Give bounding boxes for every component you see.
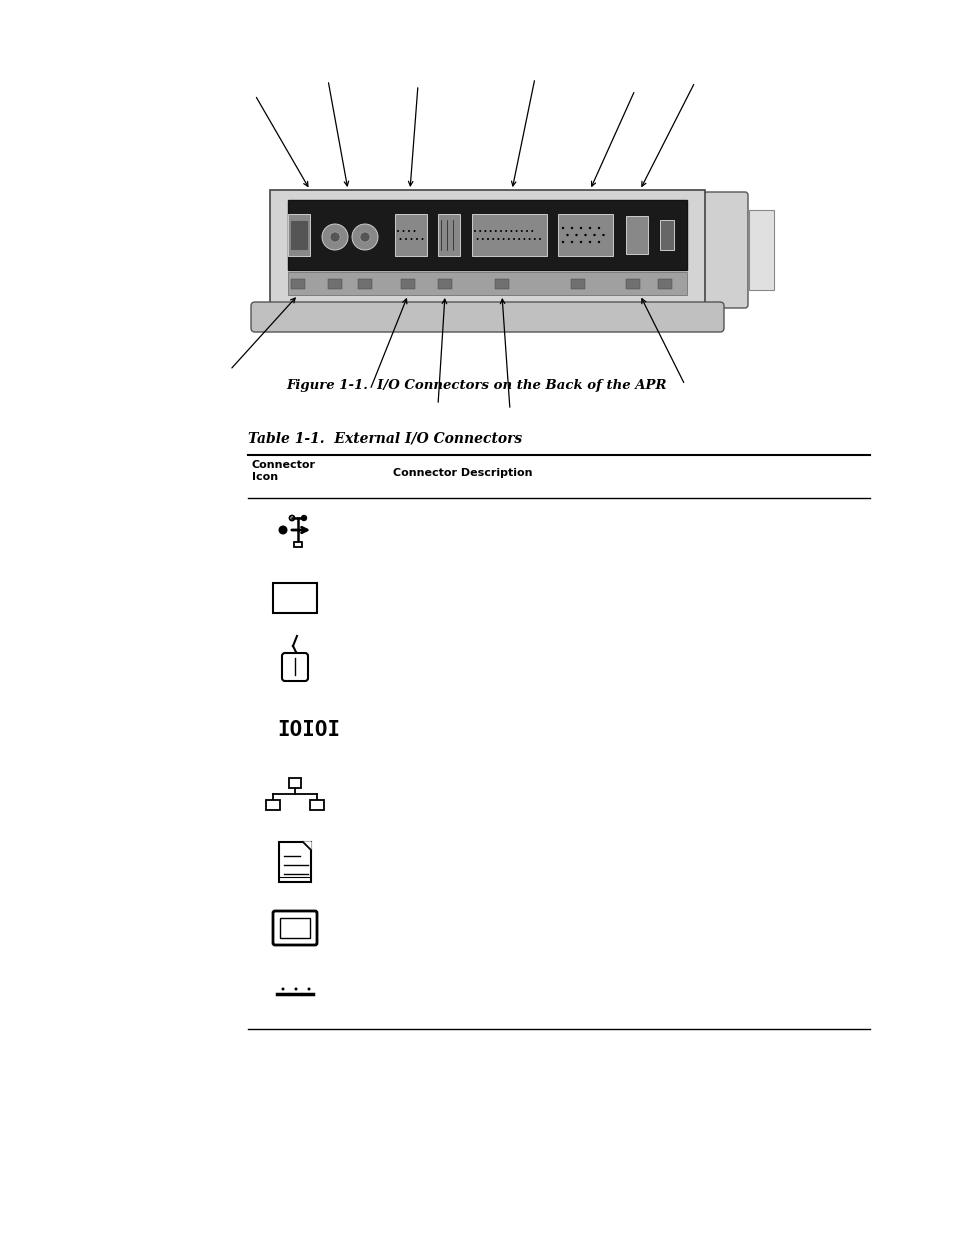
- Bar: [558, 214, 613, 257]
- Circle shape: [538, 238, 540, 240]
- Circle shape: [520, 230, 522, 232]
- Circle shape: [478, 230, 480, 232]
- Circle shape: [396, 230, 398, 232]
- Circle shape: [531, 230, 533, 232]
- Bar: [288, 200, 686, 270]
- Circle shape: [481, 238, 483, 240]
- Circle shape: [405, 238, 407, 240]
- Circle shape: [510, 230, 512, 232]
- Bar: [625, 216, 647, 254]
- Circle shape: [579, 227, 581, 230]
- Bar: [625, 279, 639, 289]
- Circle shape: [588, 241, 591, 243]
- Circle shape: [330, 232, 339, 242]
- Bar: [273, 583, 316, 613]
- Circle shape: [583, 233, 586, 236]
- Bar: [291, 279, 305, 289]
- Bar: [472, 214, 546, 257]
- Bar: [437, 214, 459, 257]
- Circle shape: [484, 230, 486, 232]
- Bar: [288, 214, 310, 257]
- Circle shape: [601, 233, 604, 236]
- Text: Table 1-1.  External I/O Connectors: Table 1-1. External I/O Connectors: [248, 431, 521, 445]
- Circle shape: [359, 232, 370, 242]
- FancyBboxPatch shape: [282, 653, 308, 680]
- Bar: [266, 800, 280, 810]
- Bar: [495, 279, 509, 289]
- Circle shape: [408, 230, 410, 232]
- Circle shape: [322, 224, 348, 249]
- Circle shape: [507, 238, 509, 240]
- Circle shape: [416, 238, 417, 240]
- Circle shape: [499, 230, 501, 232]
- Circle shape: [476, 238, 478, 240]
- Circle shape: [561, 227, 563, 230]
- Circle shape: [289, 515, 294, 520]
- Circle shape: [421, 238, 423, 240]
- Circle shape: [278, 526, 287, 535]
- Bar: [288, 272, 686, 295]
- Bar: [294, 542, 302, 547]
- Circle shape: [497, 238, 498, 240]
- Circle shape: [495, 230, 497, 232]
- Circle shape: [561, 241, 563, 243]
- FancyBboxPatch shape: [273, 911, 316, 945]
- Circle shape: [489, 230, 491, 232]
- Circle shape: [294, 988, 297, 990]
- Circle shape: [307, 988, 310, 990]
- Circle shape: [413, 230, 416, 232]
- Circle shape: [570, 227, 573, 230]
- Bar: [748, 210, 773, 290]
- Bar: [437, 279, 452, 289]
- Circle shape: [352, 224, 377, 249]
- Text: Connector Description: Connector Description: [393, 468, 532, 478]
- Circle shape: [399, 238, 401, 240]
- Bar: [571, 279, 584, 289]
- Circle shape: [517, 238, 519, 240]
- Circle shape: [505, 230, 507, 232]
- Bar: [310, 800, 324, 810]
- Circle shape: [492, 238, 494, 240]
- Text: Connector
Icon: Connector Icon: [252, 459, 315, 483]
- Circle shape: [525, 230, 527, 232]
- Circle shape: [528, 238, 530, 240]
- Circle shape: [513, 238, 515, 240]
- Bar: [289, 778, 301, 788]
- Bar: [658, 279, 671, 289]
- Circle shape: [570, 241, 573, 243]
- Circle shape: [566, 233, 568, 236]
- Bar: [280, 918, 310, 939]
- Circle shape: [502, 238, 504, 240]
- Circle shape: [474, 230, 476, 232]
- Circle shape: [402, 230, 404, 232]
- Bar: [400, 279, 415, 289]
- Bar: [357, 279, 372, 289]
- Circle shape: [579, 241, 581, 243]
- Circle shape: [410, 238, 412, 240]
- Circle shape: [598, 227, 599, 230]
- Polygon shape: [270, 190, 704, 310]
- Circle shape: [534, 238, 536, 240]
- Circle shape: [575, 233, 578, 236]
- Circle shape: [593, 233, 595, 236]
- FancyBboxPatch shape: [251, 303, 723, 332]
- Bar: [395, 214, 427, 257]
- Text: IOIOI: IOIOI: [276, 720, 340, 740]
- Circle shape: [523, 238, 525, 240]
- Bar: [290, 220, 308, 251]
- Circle shape: [301, 515, 306, 520]
- Bar: [278, 842, 311, 882]
- Circle shape: [281, 988, 284, 990]
- Circle shape: [486, 238, 489, 240]
- Circle shape: [515, 230, 517, 232]
- Polygon shape: [303, 842, 311, 850]
- Circle shape: [598, 241, 599, 243]
- FancyBboxPatch shape: [703, 191, 747, 308]
- Text: Figure 1-1.  I/O Connectors on the Back of the APR: Figure 1-1. I/O Connectors on the Back o…: [287, 378, 666, 391]
- Circle shape: [588, 227, 591, 230]
- Bar: [659, 220, 673, 251]
- Bar: [328, 279, 341, 289]
